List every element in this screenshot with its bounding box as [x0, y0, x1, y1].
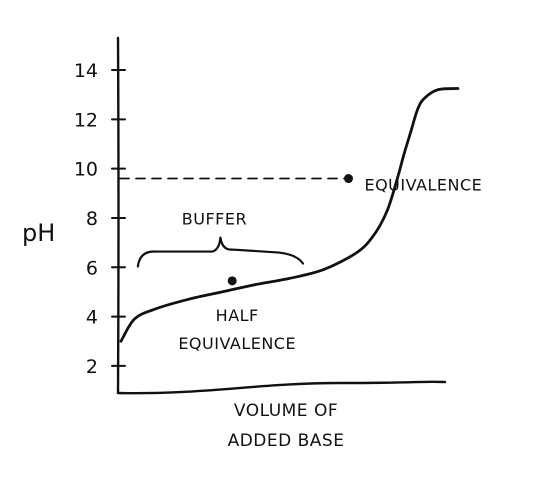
y-tick-label: 6 [86, 257, 98, 279]
buffer-brace [136, 236, 305, 268]
x-axis-label: ADDED BASE [228, 431, 345, 451]
y-axis-label: pH [22, 219, 55, 247]
axes [116, 36, 447, 395]
y-tick-label: 10 [74, 159, 98, 181]
curve-group [119, 87, 460, 343]
y-tick-label: 4 [86, 307, 98, 329]
x-axis [116, 380, 447, 395]
titration-curve [119, 87, 460, 343]
y-tick-label: 8 [86, 208, 98, 230]
buffer-brace-group [136, 236, 305, 268]
half-equivalence-point [227, 276, 237, 286]
equivalence-label: EQUIVALENCE [364, 176, 482, 195]
equivalence-point [343, 174, 353, 184]
buffer-label: BUFFER [182, 210, 247, 229]
y-tick-label: 14 [74, 60, 98, 82]
labels-group: pH BUFFER HALF EQUIVALENCE EQUIVALENCE VOLUME… [22, 176, 482, 451]
y-ticks: 2 4 6 8 10 12 14 [74, 60, 126, 378]
x-axis-label: VOLUME OF [234, 401, 338, 421]
y-tick-label: 2 [86, 356, 98, 378]
half-equivalence-label: HALF [216, 306, 259, 325]
half-equivalence-label: EQUIVALENCE [178, 334, 296, 353]
points-group [227, 174, 353, 286]
y-axis [116, 36, 120, 395]
y-tick-label: 12 [74, 109, 98, 131]
